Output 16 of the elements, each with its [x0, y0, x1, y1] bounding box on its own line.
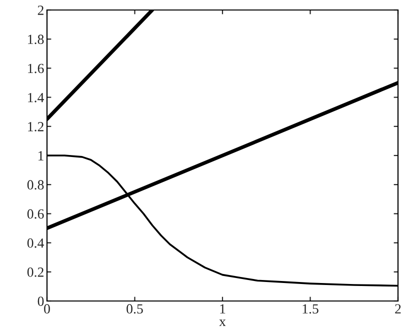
y-tick-label: 0.4 — [27, 238, 44, 248]
y-tick-label: 1.6 — [28, 64, 44, 74]
y-tick-label: 0.2 — [27, 267, 44, 277]
y-tick-label: 1.4 — [28, 92, 44, 102]
y-tick-label: 1.8 — [28, 34, 44, 44]
x-axis-title: x — [219, 320, 226, 326]
y-tick-label: 2 — [38, 6, 44, 15]
x-tick-label: 1.5 — [302, 304, 318, 314]
x-tick-label: 1 — [220, 304, 226, 314]
y-tick-label: 0 — [38, 296, 44, 306]
y-tick-label: 0.6 — [27, 209, 44, 219]
y-tick-label: 0.8 — [27, 180, 44, 190]
y-tick-label: 1.2 — [28, 122, 44, 132]
y-tick-label: 1 — [38, 151, 44, 160]
x-tick-label: 2 — [395, 304, 401, 314]
x-tick-label: 0.5 — [126, 304, 143, 314]
